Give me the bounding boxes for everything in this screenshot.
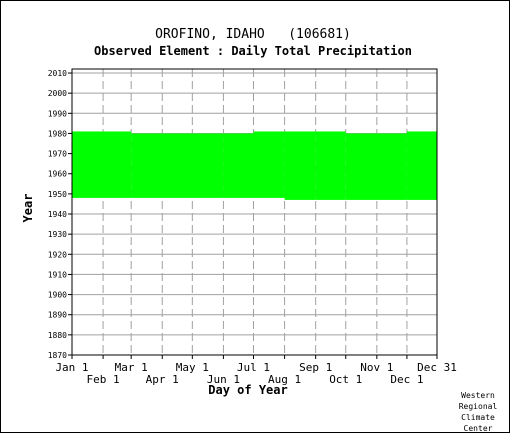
coverage-band <box>284 131 316 200</box>
x-axis-label: Day of Year <box>208 383 287 397</box>
y-tick-label: 1980 <box>48 129 67 138</box>
y-tick-label: 1960 <box>48 170 67 179</box>
y-axis-label: Year <box>21 194 35 223</box>
y-tick-label: 1870 <box>48 351 67 360</box>
y-tick-label: 1940 <box>48 210 67 219</box>
x-tick-label: Oct 1 <box>329 373 362 386</box>
x-tick-label: Aug 1 <box>268 373 301 386</box>
credit-line: Center <box>463 424 493 433</box>
y-tick-label: 1930 <box>48 230 67 239</box>
coverage-band <box>406 131 437 200</box>
x-tick-label: Jul 1 <box>237 361 270 374</box>
credit-line: Western <box>461 391 495 400</box>
credit-line: Regional <box>458 402 498 411</box>
y-tick-label: 2000 <box>48 89 67 98</box>
x-tick-label: Nov 1 <box>360 361 393 374</box>
coverage-band <box>315 131 346 200</box>
x-tick-label: Dec 31 <box>417 361 457 374</box>
y-tick-label: 1900 <box>48 291 67 300</box>
plot-border <box>71 68 438 356</box>
y-tick-label: 1880 <box>48 331 67 340</box>
coverage-band <box>345 133 407 200</box>
y-tick-label: 1970 <box>48 150 67 159</box>
y-tick-label: 1990 <box>48 109 67 118</box>
wrcc-credit: Western Regional Climate Center <box>450 390 506 434</box>
plot-area <box>72 69 437 355</box>
y-tick-label: 2010 <box>48 69 67 78</box>
y-tick-label: 1950 <box>48 190 67 199</box>
x-tick-label: Sep 1 <box>299 361 332 374</box>
x-tick-label: Dec 1 <box>390 373 423 386</box>
y-tick-label: 1910 <box>48 270 67 279</box>
credit-line: Climate <box>461 413 495 422</box>
x-tick-label: Mar 1 <box>115 361 148 374</box>
y-tick-label: 1890 <box>48 311 67 320</box>
coverage-band <box>72 131 132 198</box>
x-tick-label: Feb 1 <box>87 373 120 386</box>
x-tick-label: Jan 1 <box>55 361 88 374</box>
coverage-band <box>131 133 224 198</box>
y-tick-label: 1920 <box>48 250 67 259</box>
chart-title: OROFINO, IDAHO (106681) <box>155 27 351 42</box>
x-tick-label: Jun 1 <box>207 373 240 386</box>
coverage-band <box>253 131 285 198</box>
coverage-band <box>223 133 254 198</box>
chart-subtitle: Observed Element : Daily Total Precipita… <box>94 44 412 58</box>
x-tick-label: May 1 <box>176 361 209 374</box>
x-tick-label: Apr 1 <box>146 373 179 386</box>
